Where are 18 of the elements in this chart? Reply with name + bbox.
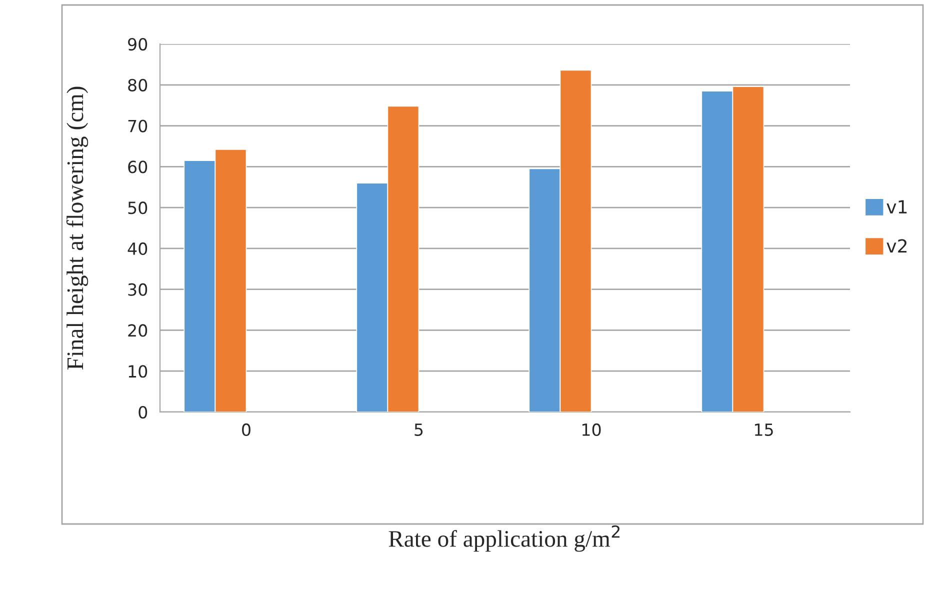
x-tick-label: 5 — [414, 424, 423, 436]
y-tick-label: 30 — [128, 283, 148, 296]
y-tick-label: 70 — [128, 120, 148, 132]
y-tick-label: 60 — [128, 160, 148, 174]
y-tick-label: 90 — [128, 38, 148, 51]
x-tick-label: 10 — [582, 423, 601, 436]
x-axis-title: Rate of application g/m$^{2}$ — [388, 525, 620, 552]
y-axis-title: Final height at flowering (cm) — [66, 86, 88, 370]
y-tick-label: 20 — [128, 324, 148, 337]
legend-label: v2 — [886, 239, 906, 253]
y-tick-label: 10 — [128, 365, 148, 378]
x-tick-label: 15 — [754, 424, 773, 436]
y-tick-label: 80 — [128, 78, 148, 92]
y-tick-label: 40 — [128, 242, 148, 256]
legend-label: v1 — [886, 200, 907, 214]
x-tick-label: 0 — [242, 423, 250, 436]
y-tick-label: 0 — [138, 406, 148, 419]
y-tick-label: 50 — [128, 202, 148, 214]
